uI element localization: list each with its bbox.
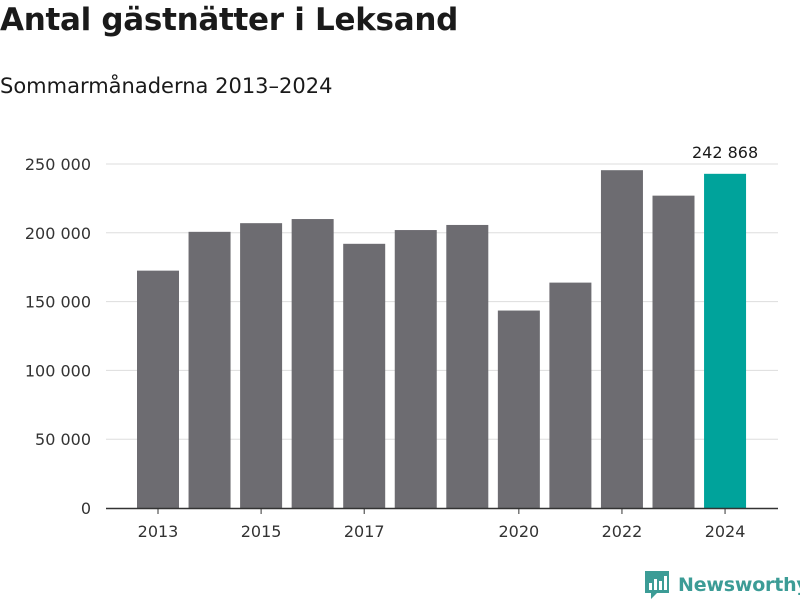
bar-chart: 0 50 000 100 000 150 000 200 000 250 000 2013… bbox=[25, 143, 778, 541]
x-tick-label: 2022 bbox=[602, 522, 643, 541]
y-axis-labels: 0 50 000 100 000 150 000 200 000 250 000 bbox=[25, 155, 91, 518]
y-tick-label: 250 000 bbox=[25, 155, 91, 174]
bar bbox=[188, 231, 231, 509]
x-tick-label: 2020 bbox=[498, 522, 539, 541]
x-axis bbox=[106, 507, 778, 514]
bar bbox=[600, 170, 643, 508]
y-tick-label: 50 000 bbox=[35, 430, 91, 449]
bar bbox=[394, 230, 437, 508]
chart-title: Antal gästnätter i Leksand bbox=[0, 2, 458, 38]
highlight-value-label: 242 868 bbox=[692, 143, 758, 162]
newsworthy-icon bbox=[645, 571, 669, 599]
bar bbox=[446, 224, 489, 509]
bars bbox=[137, 170, 747, 509]
bar bbox=[343, 243, 386, 509]
brand-logo: Newsworthy bbox=[644, 570, 800, 600]
bar bbox=[240, 223, 283, 508]
y-tick-label: 150 000 bbox=[25, 293, 91, 312]
annotations: 242 868 bbox=[692, 143, 758, 162]
x-tick-label: 2015 bbox=[241, 522, 282, 541]
y-tick-label: 200 000 bbox=[25, 224, 91, 243]
chart-subtitle: Sommarmånaderna 2013–2024 bbox=[0, 74, 333, 98]
x-tick-label: 2017 bbox=[344, 522, 385, 541]
y-tick-label: 0 bbox=[81, 499, 91, 518]
bar bbox=[652, 195, 695, 508]
x-tick-label: 2013 bbox=[138, 522, 179, 541]
bar bbox=[137, 270, 179, 508]
bar bbox=[291, 219, 334, 509]
bar bbox=[549, 282, 592, 508]
brand-name: Newsworthy bbox=[678, 574, 800, 596]
bar-highlight bbox=[704, 173, 747, 508]
x-axis-labels: 2013 2015 2017 2020 2022 2024 bbox=[138, 522, 746, 541]
y-tick-label: 100 000 bbox=[25, 361, 91, 380]
bar bbox=[497, 310, 540, 508]
x-tick-label: 2024 bbox=[705, 522, 746, 541]
